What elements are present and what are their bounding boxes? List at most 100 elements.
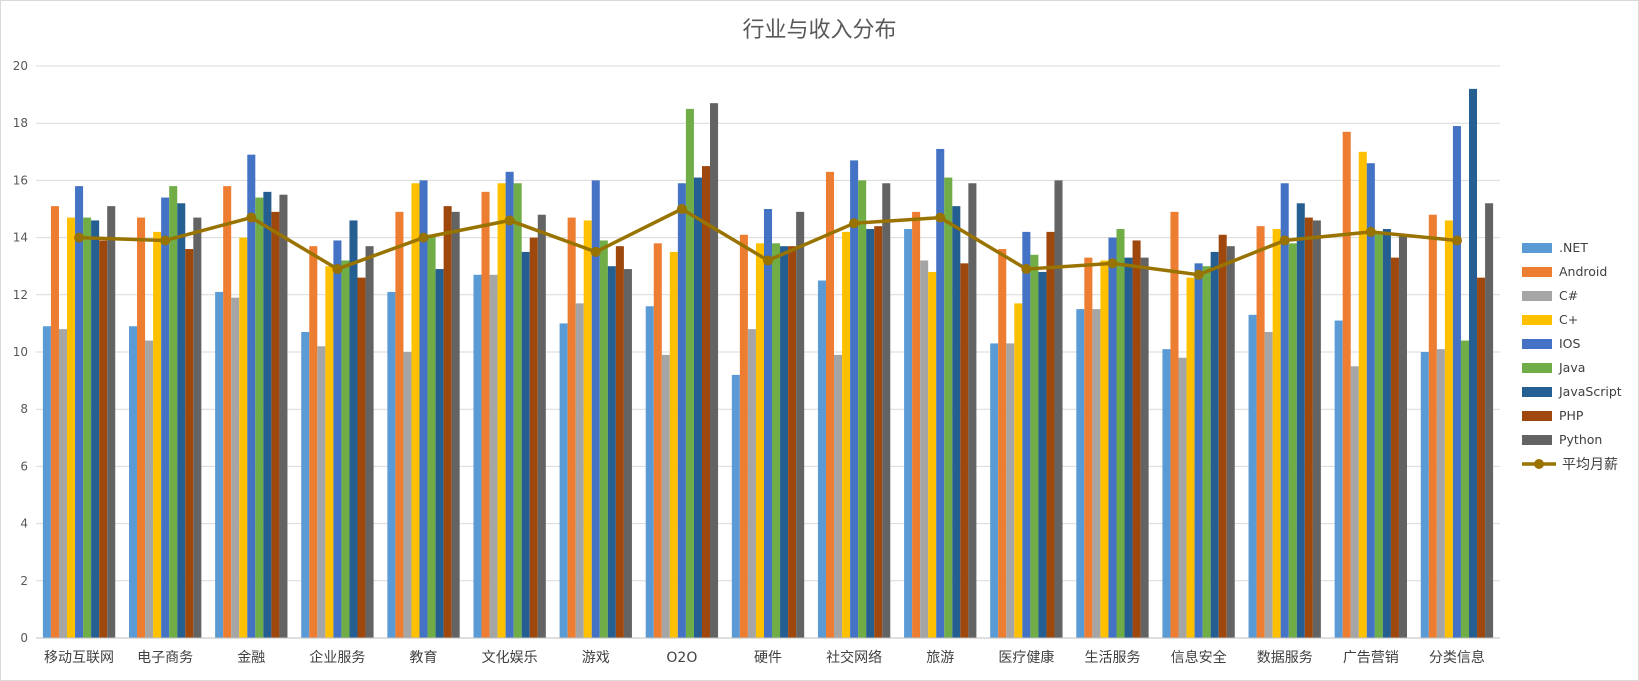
bar (395, 211, 404, 639)
average-line-marker (849, 218, 860, 229)
bar (223, 186, 232, 638)
bar (50, 206, 59, 638)
bar (731, 374, 740, 638)
bar (944, 177, 953, 639)
bar (169, 186, 178, 638)
bar (505, 171, 514, 638)
legend-label: Java (1558, 360, 1585, 375)
bar (411, 183, 420, 638)
bar (365, 246, 374, 638)
bar (1304, 217, 1313, 638)
average-line-marker (1107, 258, 1118, 269)
bar (129, 326, 138, 638)
bar (1084, 257, 1093, 638)
bar (1256, 226, 1265, 638)
bar (1030, 254, 1039, 638)
bar (193, 217, 202, 638)
bar (497, 183, 506, 638)
bar (1342, 131, 1351, 638)
bar (153, 231, 162, 638)
bar (755, 243, 764, 638)
bar (990, 343, 999, 638)
bar (1178, 357, 1187, 638)
average-line-marker (1021, 264, 1032, 275)
bar (215, 291, 224, 638)
y-tick-label: 4 (20, 517, 28, 531)
y-tick-label: 20 (13, 59, 28, 73)
average-line-marker (160, 235, 171, 246)
legend-label: .NET (1559, 240, 1588, 255)
bar (1218, 234, 1227, 639)
bar (107, 206, 116, 638)
legend-swatch (1522, 435, 1552, 445)
bar (1248, 314, 1257, 638)
bar (1296, 203, 1305, 638)
x-tick-label: 社交网络 (826, 649, 882, 666)
x-tick-label: 金融 (237, 650, 265, 666)
bar (1382, 229, 1391, 638)
bar (817, 280, 826, 638)
bar (928, 271, 937, 638)
bar (341, 260, 350, 638)
chart-title: 行业与收入分布 (742, 18, 897, 43)
bar (1124, 257, 1133, 638)
legend: .NET Android C# C+ IOS Java JavaScript PHP Pytho… (1522, 240, 1622, 473)
y-tick-label: 6 (20, 459, 28, 473)
legend-label: 平均月薪 (1562, 457, 1618, 473)
x-tick-label: 企业服务 (309, 649, 365, 666)
bar (1477, 277, 1486, 638)
legend-swatch (1522, 387, 1552, 397)
bar (537, 214, 546, 638)
x-tick-label: 硬件 (754, 650, 782, 666)
bar (42, 326, 51, 638)
x-tick-label: 医疗健康 (998, 649, 1054, 666)
bar (567, 217, 576, 638)
bar (677, 183, 686, 638)
bar (772, 243, 781, 638)
bar (653, 243, 662, 638)
average-line-marker (1451, 235, 1462, 246)
bar (473, 274, 482, 638)
bar (693, 177, 702, 639)
bar (67, 217, 76, 638)
bar (301, 331, 310, 638)
bar (796, 211, 805, 639)
bar (1264, 331, 1273, 638)
bar (1460, 340, 1469, 638)
x-tick-label: 旅游 (926, 650, 954, 666)
bar (1132, 240, 1141, 638)
average-line-marker (246, 212, 257, 223)
bars (42, 88, 1494, 639)
x-tick-label: 生活服务 (1084, 650, 1140, 666)
legend-swatch (1522, 339, 1552, 349)
bar (427, 234, 436, 639)
y-tick-label: 12 (13, 288, 28, 302)
bar (529, 237, 538, 638)
bar (185, 249, 194, 639)
bar (357, 277, 366, 638)
x-tick-label: 数据服务 (1257, 650, 1313, 666)
legend-line-marker (1534, 459, 1544, 469)
legend-swatch (1522, 363, 1552, 373)
legend-swatch (1522, 267, 1552, 277)
average-line (74, 204, 1462, 280)
bar (1194, 263, 1203, 638)
bar (1092, 309, 1101, 638)
bar (788, 246, 797, 638)
bar (952, 206, 961, 638)
average-line-marker (590, 246, 601, 257)
bar (1374, 231, 1383, 638)
bar (1006, 343, 1015, 638)
average-line-marker (1365, 226, 1376, 237)
bar (1054, 180, 1063, 638)
bar (1038, 271, 1047, 638)
bar (387, 291, 396, 638)
bar (145, 340, 154, 638)
legend-swatch (1522, 243, 1552, 253)
y-tick-label: 8 (20, 402, 28, 416)
average-line-marker (935, 212, 946, 223)
bar (1076, 309, 1085, 638)
bar (1046, 231, 1055, 638)
bar (435, 269, 444, 638)
bar (747, 329, 756, 638)
